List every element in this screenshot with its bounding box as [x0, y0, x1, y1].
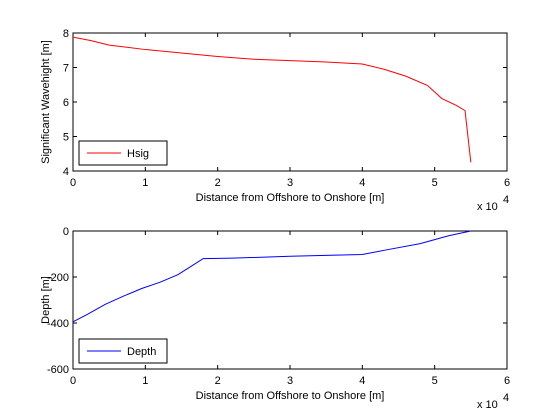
hsig-x-exponent-power: 4 [503, 194, 509, 206]
depth-x-exponent-label: x 10 [477, 399, 498, 411]
hsig-y-tick-label: 5 [63, 132, 69, 144]
depth-y-tick-label: -600 [47, 364, 69, 376]
hsig-x-tick-label: 1 [142, 177, 148, 189]
depth-y-tick-label: 0 [63, 226, 69, 238]
hsig-x-exponent-label: x 10 [477, 201, 498, 213]
hsig-y-axis-label: Significant Wavehight [m] [40, 40, 52, 164]
hsig-y-tick-label: 6 [63, 97, 69, 109]
depth-x-tick-label: 4 [359, 375, 365, 387]
hsig-x-tick-label: 4 [359, 177, 365, 189]
hsig-x-tick-label: 6 [504, 177, 510, 189]
hsig-x-tick-label: 5 [432, 177, 438, 189]
hsig-y-tick-label: 7 [63, 63, 69, 75]
depth-x-tick-label: 3 [287, 375, 293, 387]
hsig-legend-label: Hsig [127, 148, 149, 160]
depth-series-line [72, 230, 471, 323]
depth-x-tick-label: 1 [142, 375, 148, 387]
depth-legend-label: Depth [127, 346, 156, 358]
hsig-series-line [72, 36, 472, 163]
hsig-plot: 0 1 2 3 4 5 6 4 5 6 7 8 Distance from Offshore to On… [40, 28, 510, 213]
depth-x-tick-label: 6 [504, 375, 510, 387]
depth-x-tick-label: 2 [215, 375, 221, 387]
depth-x-axis-label: Distance from Offshore to Onshore [m] [196, 390, 385, 402]
depth-y-tick-label: -200 [47, 272, 69, 284]
depth-y-axis-label: Depth [m] [40, 276, 52, 324]
depth-x-tick-label: 5 [432, 375, 438, 387]
hsig-x-tick-label: 3 [287, 177, 293, 189]
depth-x-tick-label: 0 [70, 375, 76, 387]
hsig-x-axis-label: Distance from Offshore to Onshore [m] [196, 192, 385, 204]
depth-x-exponent-power: 4 [503, 392, 509, 404]
depth-y-tick-label: -400 [47, 318, 69, 330]
hsig-x-tick-label: 2 [215, 177, 221, 189]
hsig-y-tick-label: 4 [63, 166, 69, 178]
hsig-y-tick-label: 8 [63, 28, 69, 40]
hsig-x-tick-label: 0 [70, 177, 76, 189]
depth-plot: 0 1 2 3 4 5 6 -600 -400 -200 0 Distance from Offsho… [40, 226, 510, 411]
